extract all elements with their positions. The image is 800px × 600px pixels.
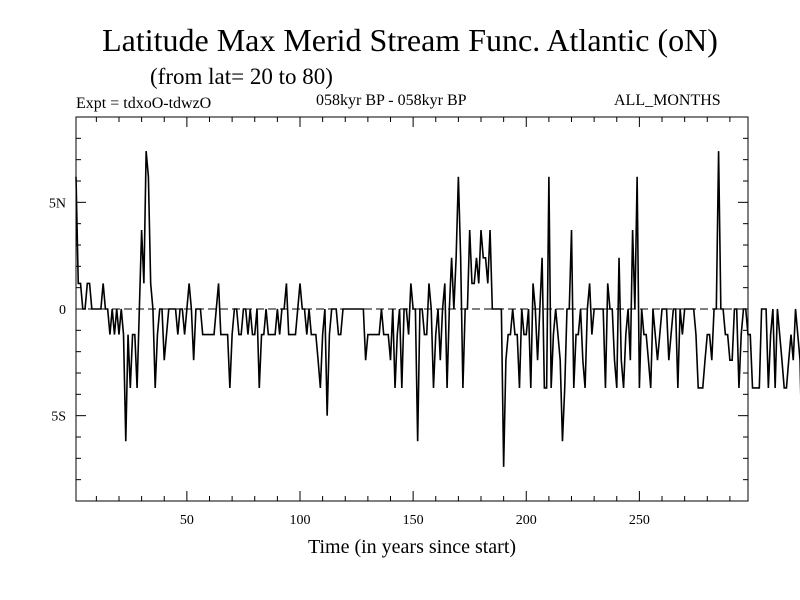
months-label: ALL_MONTHS xyxy=(614,92,721,109)
chart-subtitle: (from lat= 20 to 80) xyxy=(150,64,333,89)
experiment-label: Expt = tdxoO-tdwzO xyxy=(76,95,212,112)
x-axis-label: Time (in years since start) xyxy=(307,536,517,558)
x-tick-label: 250 xyxy=(629,513,650,528)
y-tick-label: 0 xyxy=(59,303,66,318)
x-tick-label: 200 xyxy=(516,513,537,528)
x-tick-label: 100 xyxy=(290,513,311,528)
y-tick-label: 5S xyxy=(51,410,66,425)
data-line xyxy=(75,151,800,467)
y-tick-label: 5N xyxy=(49,196,66,211)
x-tick-label: 150 xyxy=(403,513,424,528)
x-tick-label: 50 xyxy=(180,513,194,528)
series-line xyxy=(75,151,800,467)
axes-frame: 50 100 150 200 250 5N 0 5S xyxy=(49,116,749,528)
chart-title: Latitude Max Merid Stream Func. Atlantic… xyxy=(102,22,718,58)
period-label: 058kyr BP - 058kyr BP xyxy=(316,92,467,109)
